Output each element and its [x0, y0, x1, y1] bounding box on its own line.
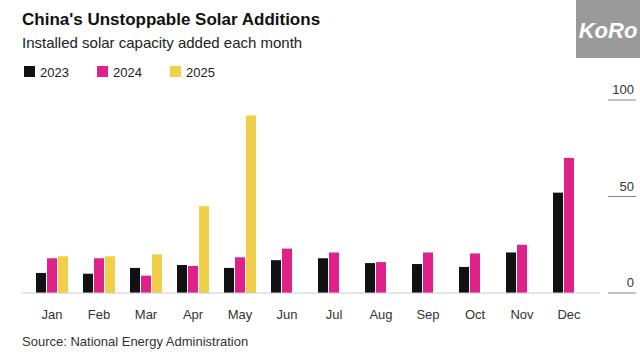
bar: [83, 274, 93, 293]
y-tick: [608, 100, 636, 101]
x-tick-label: Mar: [135, 307, 158, 322]
bar: [412, 264, 422, 293]
bar: [553, 193, 563, 293]
bar: [177, 265, 187, 293]
bar: [517, 245, 527, 293]
bar: [365, 263, 375, 293]
bar: [235, 257, 245, 293]
bar: [470, 253, 480, 293]
x-tick-label: Dec: [557, 307, 581, 322]
y-tick-label: 50: [620, 179, 634, 194]
bar: [246, 115, 256, 293]
bar: [94, 258, 104, 293]
x-tick-label: Feb: [88, 307, 110, 322]
bar: [506, 252, 516, 293]
bar: [58, 256, 68, 293]
x-tick-label: Nov: [510, 307, 534, 322]
legend-label: 2024: [113, 65, 142, 80]
x-tick-label: Oct: [465, 307, 486, 322]
bar: [459, 267, 469, 293]
bar: [376, 262, 386, 293]
bar: [271, 260, 281, 293]
x-tick-label: Sep: [416, 307, 439, 322]
x-tick-label: May: [228, 307, 253, 322]
legend-swatch: [97, 66, 108, 77]
x-tick-label: Jun: [277, 307, 298, 322]
bar: [141, 276, 151, 293]
bar: [199, 206, 209, 293]
logo-text: KoRo: [579, 18, 638, 43]
bars: [36, 115, 574, 293]
x-tick-label: Jul: [326, 307, 343, 322]
bar: [564, 158, 574, 293]
bar: [318, 258, 328, 293]
x-tick-label: Jan: [42, 307, 63, 322]
bar: [423, 252, 433, 293]
bar: [152, 254, 162, 293]
bar: [329, 252, 339, 293]
legend-label: 2023: [40, 65, 69, 80]
source: Source: National Energy Administration: [22, 334, 248, 349]
chart: China's Unstoppable Solar Additions Insta…: [0, 0, 640, 360]
bar: [47, 258, 57, 293]
x-axis-line: [22, 293, 600, 294]
page: {"chart_data": {"type": "bar", "title": …: [0, 0, 640, 360]
subtitle: Installed solar capacity added each mont…: [22, 34, 302, 51]
bar: [36, 273, 46, 293]
x-tick-label: Aug: [369, 307, 392, 322]
bar: [105, 256, 115, 293]
y-tick-label: 100: [612, 82, 634, 97]
y-tick-label: 0: [627, 275, 634, 290]
bar: [130, 268, 140, 293]
legend-swatch: [24, 66, 35, 77]
legend-swatch: [170, 66, 181, 77]
bar: [224, 268, 234, 293]
legend-label: 2025: [186, 65, 215, 80]
chart-root: China's Unstoppable Solar Additions Insta…: [0, 0, 640, 360]
y-tick: [608, 293, 636, 294]
bar: [188, 266, 198, 293]
logo-box: [576, 0, 640, 58]
bar: [282, 249, 292, 293]
y-tick: [608, 196, 636, 197]
x-tick-label: Apr: [183, 307, 204, 322]
title: China's Unstoppable Solar Additions: [22, 10, 320, 29]
